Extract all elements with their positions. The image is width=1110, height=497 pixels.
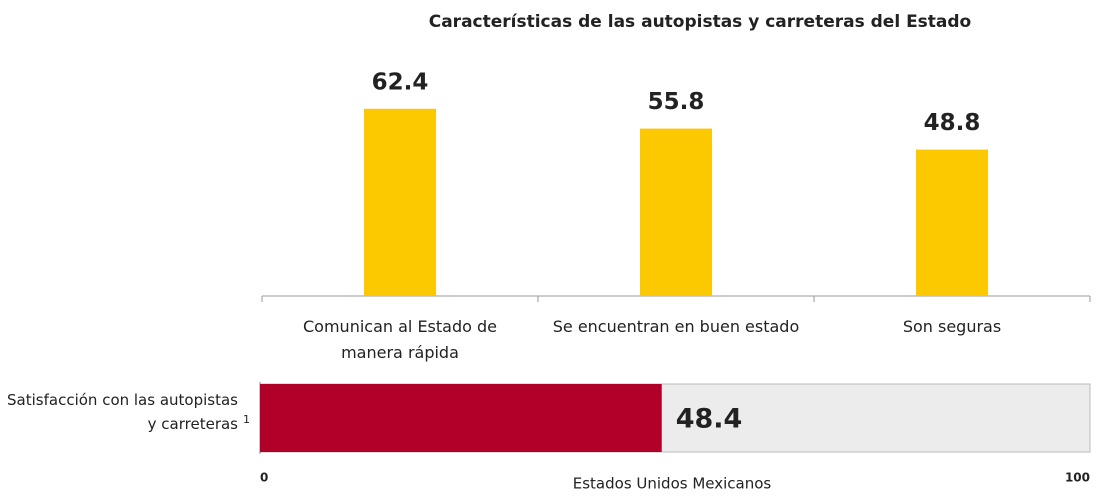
chart-title: Características de las autopistas y carr… [429, 12, 972, 32]
bar [916, 149, 988, 296]
value-label: 48.4 [676, 404, 743, 435]
bar [640, 128, 712, 296]
value-label: 48.8 [924, 110, 981, 136]
x-tick-label: 100 [1065, 471, 1090, 485]
x-tick-label: Comunican al Estado de manera rápida [303, 317, 497, 362]
y-tick-label: Satisfacción con las autopistas y carret… [7, 391, 238, 433]
x-tick-label: Se encuentran en buen estado [552, 317, 800, 336]
footnote-marker: 1 [243, 413, 250, 426]
x-tick-label: Son seguras [902, 317, 1002, 336]
value-label: 55.8 [648, 89, 705, 115]
bar [260, 384, 662, 452]
x-tick-label: 0 [260, 471, 268, 485]
bar [364, 108, 436, 296]
x-axis-label: Estados Unidos Mexicanos [573, 475, 772, 493]
value-label: 62.4 [372, 69, 429, 95]
